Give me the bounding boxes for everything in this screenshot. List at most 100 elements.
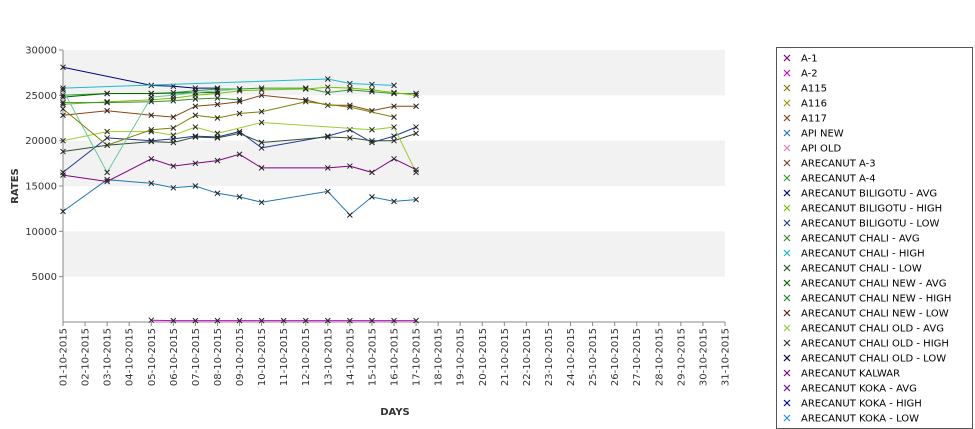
series-arecanut-chali-avg [60,95,243,106]
legend-marker [783,129,791,137]
legend-label: ARECANUT A-3 [801,159,876,170]
data-point [369,126,375,133]
data-point [236,317,243,324]
data-point [324,84,331,91]
data-point [258,92,265,99]
legend-marker [783,339,791,347]
legend-label: ARECANUT KALWAR [801,369,900,380]
data-point [391,124,397,130]
y-tick-label: 5000 [32,272,57,283]
legend-marker [783,309,791,317]
x-tick-label: 04-10-2015 [125,328,136,386]
data-point [236,110,243,117]
data-point [302,86,309,92]
data-point [214,190,221,197]
data-point [258,119,265,126]
legend-label: A117 [801,114,827,125]
legend-marker [783,234,791,242]
data-point [214,115,221,121]
data-point [148,180,155,187]
data-point [413,166,419,173]
data-point [324,89,331,96]
x-tick-label: 03-10-2015 [103,328,114,386]
legend-label: ARECANUT BILIGOTU - AVG [801,189,937,200]
data-point [280,317,287,324]
data-point [192,89,199,96]
legend-box [776,47,973,429]
legend-label: ARECANUT KOKA - HIGH [801,399,922,410]
legend-label: ARECANUT BILIGOTU - LOW [801,219,939,230]
data-point [148,138,155,145]
data-point [236,151,243,158]
data-point [60,99,66,106]
legend-marker [783,189,791,197]
x-tick-label: 10-10-2015 [257,328,268,386]
data-point [170,114,177,120]
legend-marker [783,294,791,302]
data-point [324,102,331,109]
data-point [324,133,331,139]
series-a-2 [148,317,419,324]
data-point [258,317,265,324]
data-point [347,317,353,324]
data-point [104,98,110,105]
legend-marker [783,279,791,287]
data-point [148,126,155,133]
x-tick-label: 09-10-2015 [235,328,246,386]
data-point [60,85,66,91]
data-point [391,137,397,144]
data-point [214,130,221,137]
x-tick-label: 28-10-2015 [654,328,665,386]
data-point [324,134,331,140]
data-point [170,139,177,146]
series-arecanut-chali-high [60,76,397,91]
legend-label: A-2 [801,69,818,80]
data-point [192,124,199,130]
legend-label: ARECANUT BILIGOTU - HIGH [801,204,942,215]
data-point [236,130,243,137]
data-point [369,81,375,88]
data-point [104,169,110,176]
series-api-new [60,176,419,218]
legend-marker [783,144,791,152]
data-point [104,107,110,114]
data-point [391,133,397,139]
data-point [258,145,265,151]
y-tick-label: 25000 [25,91,57,102]
series-line [62,94,417,118]
data-point [413,130,419,137]
legend-label: ARECANUT CHALI NEW - AVG [801,279,947,290]
legend-label: ARECANUT CHALI NEW - HIGH [801,294,951,305]
legend-label: ARECANUT KOKA - LOW [801,414,919,425]
legend-label: A-1 [801,54,818,65]
x-tick-label: 13-10-2015 [323,328,334,386]
data-point [104,99,110,106]
data-point [104,135,110,141]
data-point [60,64,66,71]
data-point [170,317,177,324]
data-point [104,128,110,135]
series-a117 [60,92,419,120]
data-point [104,90,110,97]
x-axis-title: DAYS [380,407,410,418]
data-point [302,317,309,324]
data-point [324,188,331,195]
series-lines [60,64,419,324]
legend-marker [783,384,791,392]
legend-marker [783,159,791,167]
data-point [258,108,265,115]
data-point [236,86,243,92]
x-tick-label: 16-10-2015 [390,328,401,386]
x-tick-label: 08-10-2015 [213,328,224,386]
legend-label: A116 [801,99,827,110]
x-tick-label: 14-10-2015 [345,328,356,386]
x-tick-label: 24-10-2015 [566,328,577,386]
data-point [347,80,353,87]
legend-marker [783,369,791,377]
data-point [192,134,199,140]
data-point [413,103,419,110]
x-tick-label: 27-10-2015 [632,328,643,386]
data-point [214,157,221,164]
data-point [214,95,221,101]
data-point [148,94,155,101]
